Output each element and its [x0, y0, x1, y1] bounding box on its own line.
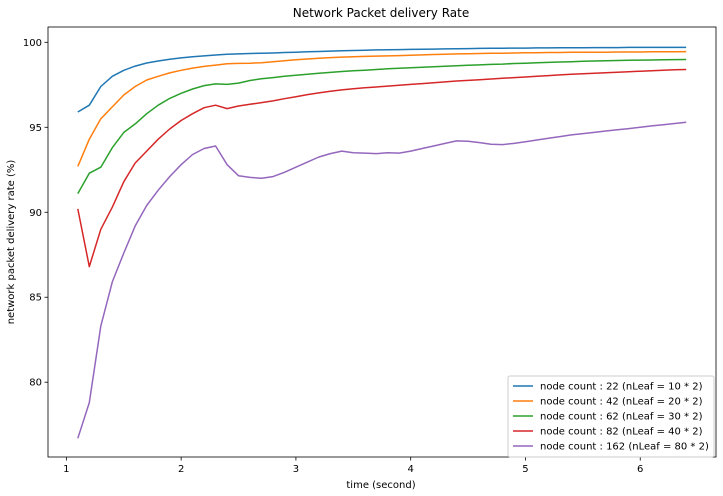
x-axis-ticks: 1 2 3 4 5 6 [63, 457, 643, 475]
y-axis-ticks: 80 85 90 95 100 [23, 38, 48, 389]
x-tick-label: 5 [522, 464, 528, 475]
legend-label-4: node count : 82 (nLeaf = 40 * 2) [540, 427, 703, 438]
legend-box [507, 375, 715, 458]
series-line-2 [77, 50, 687, 167]
plot-frame [47, 26, 717, 458]
series-line-5 [77, 121, 687, 439]
y-tick-label: 100 [23, 38, 42, 49]
x-tick-label: 4 [408, 464, 414, 475]
y-tick-label: 90 [29, 208, 42, 219]
legend-label-2: node count : 42 (nLeaf = 20 * 2) [540, 397, 703, 408]
chart-title: Network Packet delivery Rate [293, 6, 470, 20]
legend-label-5: node count : 162 (nLeaf = 80 * 2) [540, 442, 709, 453]
legend-label-1: node count : 22 (nLeaf = 10 * 2) [540, 382, 703, 393]
x-tick-label: 6 [637, 464, 643, 475]
legend-label-3: node count : 62 (nLeaf = 30 * 2) [540, 412, 703, 423]
x-tick-label: 3 [293, 464, 299, 475]
series-line-1 [77, 46, 687, 113]
x-tick-label: 2 [178, 464, 184, 475]
y-tick-label: 95 [29, 123, 42, 134]
series-line-4 [77, 68, 687, 268]
y-axis-label: network packet delivery rate (%) [6, 160, 17, 325]
series-line-3 [77, 58, 687, 194]
legend: node count : 22 (nLeaf = 10 * 2) node cou… [507, 375, 715, 458]
y-tick-label: 80 [29, 378, 42, 389]
x-tick-label: 1 [63, 464, 69, 475]
plot-area [47, 26, 717, 458]
y-tick-label: 85 [29, 293, 42, 304]
x-axis-label: time (second) [346, 480, 415, 491]
